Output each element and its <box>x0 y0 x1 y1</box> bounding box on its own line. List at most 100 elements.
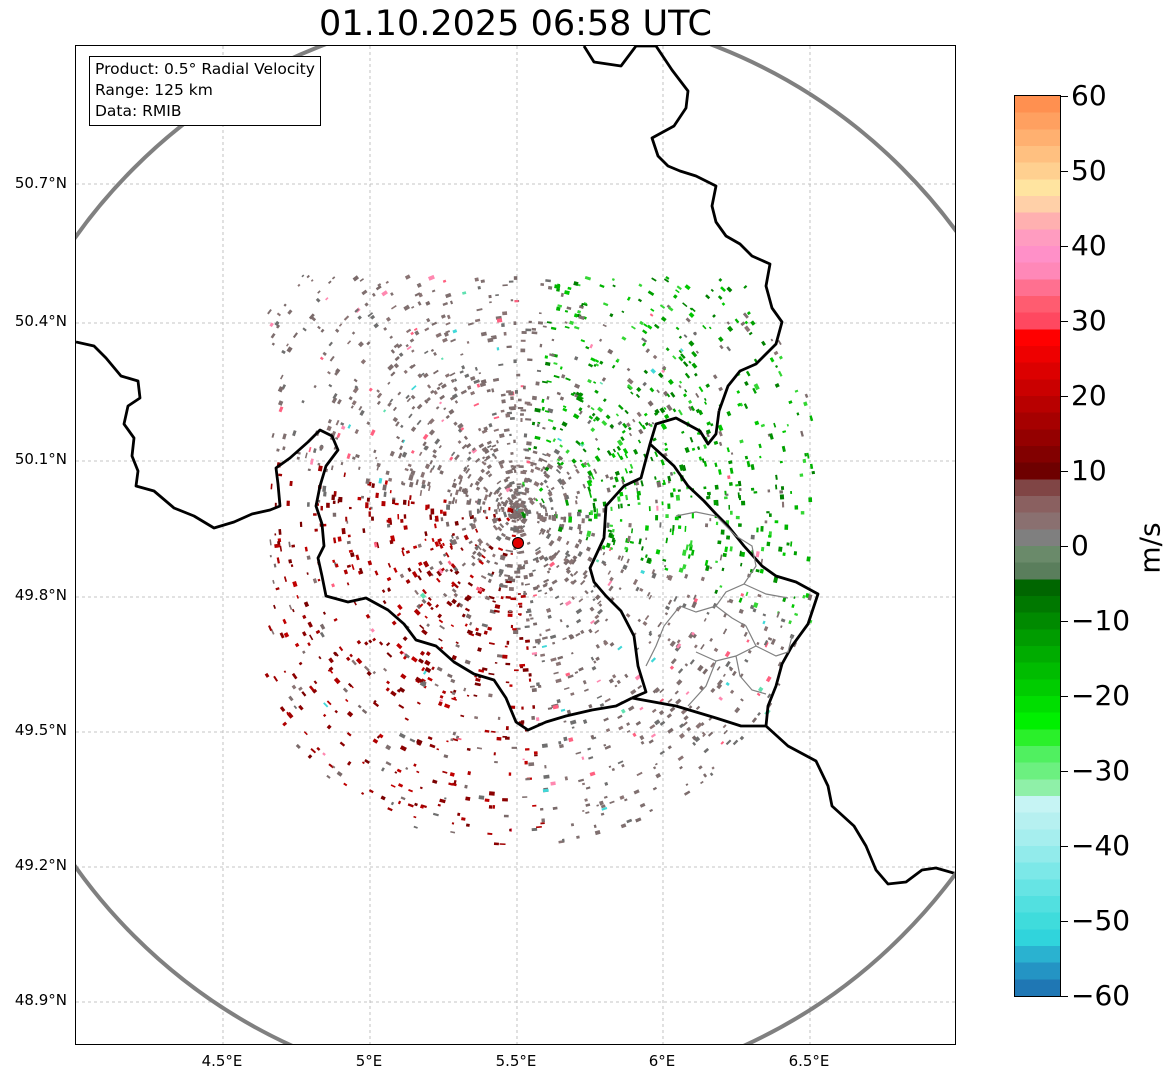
velocity-echo-gate <box>278 473 283 477</box>
velocity-echo-gate <box>679 723 685 729</box>
velocity-echo-gate <box>582 809 585 812</box>
velocity-echo-gate <box>424 615 428 619</box>
velocity-echo-gate <box>740 321 746 327</box>
velocity-echo-gate <box>614 470 620 476</box>
velocity-echo-gate <box>739 735 745 741</box>
velocity-echo-gate <box>407 567 412 573</box>
velocity-echo-gate <box>298 661 303 666</box>
velocity-echo-gate <box>346 520 349 524</box>
velocity-echo-gate <box>545 532 552 540</box>
velocity-echo-gate <box>725 660 731 668</box>
velocity-echo-gate <box>588 491 593 498</box>
velocity-echo-gate <box>737 480 742 487</box>
velocity-echo-gate <box>419 603 424 608</box>
velocity-echo-gate <box>485 516 489 520</box>
velocity-echo-gate <box>683 334 688 338</box>
velocity-echo-gate <box>466 464 470 468</box>
velocity-echo-gate <box>449 568 454 573</box>
velocity-echo-gate <box>590 406 595 411</box>
velocity-echo-gate <box>644 525 649 531</box>
velocity-echo-gate <box>549 634 557 640</box>
velocity-echo-gate <box>713 499 718 506</box>
velocity-echo-gate <box>625 548 629 553</box>
velocity-echo-gate <box>486 464 493 470</box>
velocity-echo-gate <box>724 650 731 658</box>
velocity-echo-gate <box>389 490 392 494</box>
velocity-echo-gate <box>678 355 684 362</box>
velocity-echo-gate <box>439 798 446 804</box>
velocity-echo-gate <box>703 747 710 754</box>
velocity-echo-gate <box>670 492 674 498</box>
velocity-echo-gate <box>413 608 421 616</box>
velocity-echo-gate <box>521 491 527 496</box>
velocity-echo-gate <box>449 772 455 777</box>
velocity-echo-gate <box>522 668 529 672</box>
velocity-echo-gate <box>648 630 653 635</box>
velocity-echo-gate <box>419 489 423 496</box>
velocity-echo-gate <box>560 516 564 520</box>
velocity-echo-gate <box>685 691 690 696</box>
velocity-echo-gate <box>328 668 334 674</box>
velocity-echo-gate <box>381 290 388 297</box>
velocity-echo-gate <box>346 564 352 568</box>
velocity-echo-gate <box>708 494 711 499</box>
velocity-echo-gate <box>712 314 716 318</box>
velocity-echo-gate <box>296 456 300 460</box>
velocity-echo-gate <box>616 358 620 362</box>
velocity-echo-gate <box>352 275 360 282</box>
velocity-echo-gate <box>542 325 547 328</box>
radar-map[interactable] <box>75 45 956 1045</box>
velocity-echo-gate <box>720 286 727 293</box>
velocity-echo-gate <box>689 436 694 443</box>
velocity-echo-gate <box>524 448 530 452</box>
velocity-echo-gate <box>439 624 445 630</box>
velocity-echo-gate <box>460 427 465 431</box>
velocity-echo-gate <box>738 597 743 603</box>
velocity-echo-gate <box>715 560 718 564</box>
velocity-echo-gate <box>292 580 298 588</box>
velocity-echo-gate <box>411 385 417 391</box>
velocity-echo-gate <box>364 302 369 307</box>
velocity-echo-gate <box>595 559 600 563</box>
velocity-echo-gate <box>269 322 274 328</box>
velocity-echo-gate <box>725 493 729 496</box>
velocity-echo-gate <box>702 773 708 778</box>
velocity-echo-gate <box>750 534 755 540</box>
velocity-echo-gate <box>276 557 280 564</box>
velocity-echo-gate <box>594 415 601 422</box>
velocity-echo-gate <box>788 620 792 625</box>
velocity-echo-gate <box>700 576 705 582</box>
velocity-echo-gate <box>728 482 733 486</box>
velocity-echo-gate <box>709 772 714 777</box>
velocity-echo-gate <box>332 765 336 769</box>
velocity-echo-gate <box>440 314 446 319</box>
velocity-echo-gate <box>385 280 389 284</box>
velocity-echo-gate <box>351 456 356 460</box>
velocity-echo-gate <box>434 523 437 529</box>
velocity-echo-gate <box>677 525 682 529</box>
velocity-echo-gate <box>636 487 639 492</box>
velocity-echo-gate <box>457 474 462 479</box>
velocity-echo-gate <box>426 570 433 577</box>
velocity-echo-gate <box>758 443 762 449</box>
velocity-echo-gate <box>393 362 400 369</box>
velocity-echo-gate <box>543 774 550 779</box>
velocity-echo-gate <box>764 520 768 524</box>
velocity-echo-gate <box>278 528 282 535</box>
velocity-echo-gate <box>334 709 338 714</box>
velocity-echo-gate <box>526 441 532 446</box>
velocity-echo-gate <box>294 642 300 648</box>
velocity-echo-gate <box>732 739 739 746</box>
velocity-echo-gate <box>442 770 448 774</box>
velocity-echo-gate <box>495 294 499 297</box>
velocity-echo-gate <box>667 622 671 626</box>
velocity-echo-gate <box>707 731 714 737</box>
velocity-echo-gate <box>724 496 728 500</box>
velocity-echo-gate <box>803 401 808 407</box>
velocity-echo-gate <box>781 445 786 453</box>
velocity-echo-gate <box>536 511 539 515</box>
velocity-echo-gate <box>485 470 491 476</box>
velocity-echo-gate <box>688 312 695 318</box>
velocity-echo-gate <box>716 683 723 690</box>
velocity-echo-gate <box>397 783 404 788</box>
